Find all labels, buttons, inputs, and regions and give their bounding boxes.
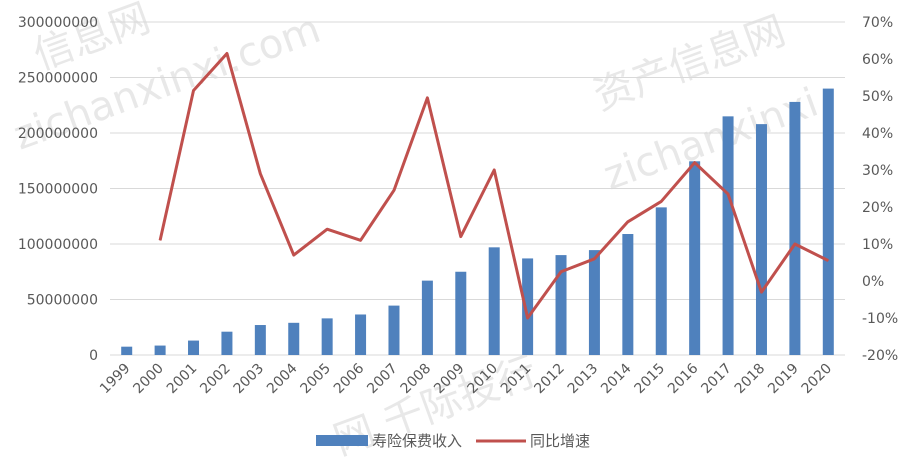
legend-swatch-bar [316,435,368,446]
x-tick-label: 2016 [665,360,702,397]
left-tick-label: 50000000 [27,293,98,309]
bar [154,345,166,355]
line-point [426,97,428,99]
right-tick-label: 30% [862,163,893,179]
x-tick-label: 2007 [364,361,401,398]
line-point [159,239,161,241]
bar [722,116,734,355]
x-tick-label: 2015 [632,361,669,398]
bar [221,331,233,355]
line-point [727,193,729,195]
bar [121,346,133,355]
legend: 寿险保费收入 同比增速 [316,432,590,450]
line-point [393,189,395,191]
line-point [660,200,662,202]
x-tick-label: 2005 [297,361,334,398]
left-axis: 0 50000000 100000000 150000000 200000000 2500… [18,15,98,364]
bar [188,340,200,355]
right-tick-label: 40% [862,126,893,142]
x-tick-label: 2000 [130,361,167,398]
bar [455,271,467,355]
line-point [694,162,696,164]
left-tick-label: 300000000 [18,15,98,31]
x-tick-label: 2018 [732,361,769,398]
x-tick-label: 2003 [231,361,268,398]
x-tick-label: 2004 [264,360,301,397]
x-tick-label: 2020 [799,361,836,398]
legend-label-bar: 寿险保费收入 [372,432,462,450]
line-point [360,239,362,241]
watermark-text: 信息网 [28,0,156,79]
line-point [326,228,328,230]
right-tick-label: 60% [862,52,893,68]
right-axis: -20% -10% 0% 10% 20% 30% 40% 50% 60% 70% [862,15,898,364]
line-point [560,271,562,273]
x-tick-label: 2006 [331,360,368,397]
left-tick-label: 150000000 [18,182,98,198]
right-tick-label: 10% [862,237,893,253]
left-tick-label: 100000000 [18,237,98,253]
bar [822,88,834,355]
x-tick-label: 2001 [164,361,201,398]
right-tick-label: 50% [862,89,893,105]
x-tick-label: 2019 [765,361,802,398]
line-point [627,221,629,223]
line-point [259,173,261,175]
bar [522,258,534,355]
line-point [593,258,595,260]
bar [789,101,801,355]
bar [555,255,567,355]
bar [388,305,400,355]
line-point [527,317,529,319]
grid-lines [110,21,845,356]
line-point [827,260,829,262]
bar [689,161,701,355]
bar [355,314,367,355]
right-tick-label: 0% [862,274,884,290]
bar [288,322,300,355]
x-tick-label: 2002 [197,361,234,398]
line-point [493,169,495,171]
line-point [460,236,462,238]
line-point [293,254,295,256]
bar [421,280,433,355]
x-tick-label: 2014 [598,360,635,397]
bar [622,234,634,355]
left-tick-label: 200000000 [18,126,98,142]
line-point [193,89,195,91]
right-tick-label: 70% [862,15,893,31]
line-series [158,51,829,320]
bar [254,325,266,355]
bar [655,207,667,355]
left-tick-label: 0 [89,348,98,364]
left-tick-label: 250000000 [18,71,98,87]
bar [588,250,600,355]
right-tick-label: 20% [862,200,893,216]
bar-series [121,88,834,356]
bar [321,318,333,355]
right-tick-label: -20% [862,348,898,364]
bar [488,247,500,355]
x-tick-label: 1999 [97,361,134,398]
line-point [226,52,228,54]
line-point [794,243,796,245]
x-tick-label: 2017 [698,361,735,398]
line-point [760,291,762,293]
right-tick-label: -10% [862,311,898,327]
x-tick-label: 2013 [565,361,602,398]
legend-label-line: 同比增速 [530,432,590,450]
bar [755,124,767,356]
